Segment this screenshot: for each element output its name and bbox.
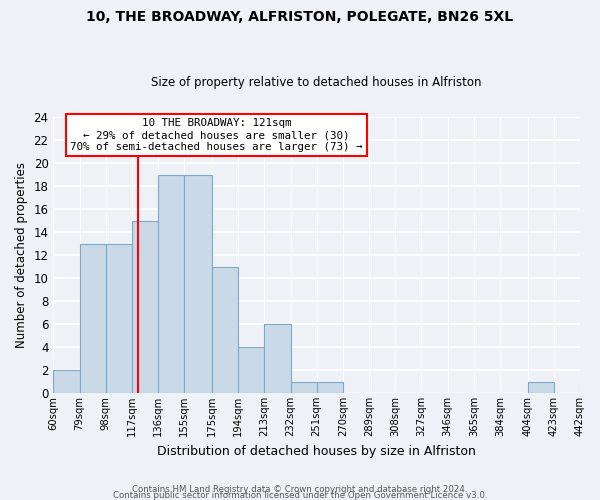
Text: Contains public sector information licensed under the Open Government Licence v3: Contains public sector information licen… [113, 490, 487, 500]
Text: 10, THE BROADWAY, ALFRISTON, POLEGATE, BN26 5XL: 10, THE BROADWAY, ALFRISTON, POLEGATE, B… [86, 10, 514, 24]
Bar [580, 382, 600, 393]
Bar [317, 382, 343, 393]
Bar [290, 382, 317, 393]
Bar [80, 244, 106, 393]
Title: Size of property relative to detached houses in Alfriston: Size of property relative to detached ho… [151, 76, 482, 90]
Bar [212, 266, 238, 393]
X-axis label: Distribution of detached houses by size in Alfriston: Distribution of detached houses by size … [157, 444, 476, 458]
Bar [238, 347, 265, 393]
Bar [527, 382, 554, 393]
Bar [184, 174, 212, 393]
Text: Contains HM Land Registry data © Crown copyright and database right 2024.: Contains HM Land Registry data © Crown c… [132, 484, 468, 494]
Y-axis label: Number of detached properties: Number of detached properties [15, 162, 28, 348]
Bar [106, 244, 132, 393]
Text: 10 THE BROADWAY: 121sqm
← 29% of detached houses are smaller (30)
70% of semi-de: 10 THE BROADWAY: 121sqm ← 29% of detache… [70, 118, 363, 152]
Bar [132, 220, 158, 393]
Bar [158, 174, 184, 393]
Bar [265, 324, 290, 393]
Bar [53, 370, 80, 393]
